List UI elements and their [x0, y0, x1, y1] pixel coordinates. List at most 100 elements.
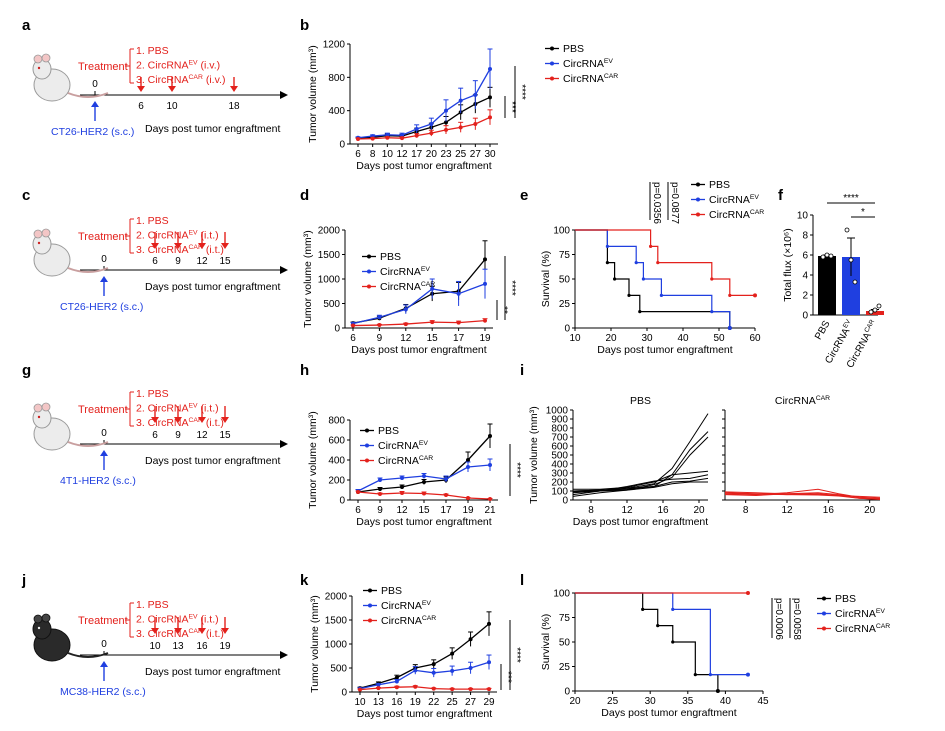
x-tick-label: 23: [440, 149, 452, 160]
x-tick-label: 30: [484, 149, 496, 160]
x-tick-label: 6: [355, 505, 361, 516]
legend-marker: [368, 588, 372, 593]
timeline-day-label: 19: [219, 641, 231, 652]
event-marker: [641, 607, 645, 611]
legend-marker: [822, 596, 826, 601]
x-tick-label: 50: [713, 333, 725, 344]
x-axis-title: Days post tumor engraftment: [573, 516, 708, 528]
data-point: [400, 476, 404, 480]
data-point: [370, 136, 375, 141]
x-tick-label: 17: [411, 149, 423, 160]
x-tick-label: 15: [418, 505, 430, 516]
timeline-day-label: 9: [175, 256, 181, 267]
treatment-arrowhead: [198, 243, 206, 249]
legend-marker: [365, 443, 369, 448]
treatment-arm: 3. CircRNACAR (i.t.): [136, 244, 224, 256]
data-point: [429, 131, 434, 136]
data-point: [450, 668, 455, 673]
mouse-ear: [41, 402, 51, 412]
x-tick-label: 25: [447, 697, 459, 708]
y-tick-label: 4: [802, 271, 808, 282]
x-tick-label: 20: [864, 505, 876, 516]
legend-label: CircRNAEV: [563, 58, 613, 70]
x-tick-label: 16: [391, 697, 403, 708]
data-point: [422, 480, 426, 484]
p-value: p=0.0058: [791, 598, 802, 640]
animal-growth-line: [572, 436, 709, 497]
treatment-label: Treatment: [78, 404, 128, 416]
mouse-eye: [37, 626, 41, 630]
treatment-arrowhead: [174, 628, 182, 634]
bar: [818, 256, 836, 315]
timeline-day-label: 12: [196, 430, 208, 441]
timeline-xlabel: Days post tumor engraftment: [145, 666, 280, 678]
data-point: [378, 478, 382, 482]
data-point: [358, 687, 362, 692]
replicate-point: [852, 279, 858, 285]
chart-title: PBS: [630, 395, 651, 407]
tumor-model-label: CT26-HER2 (s.c.): [51, 126, 134, 138]
legend-marker: [696, 182, 700, 187]
x-tick-label: 8: [370, 149, 376, 160]
legend-marker: [696, 212, 700, 217]
treatment-arrowhead: [151, 243, 159, 249]
y-axis-title: Tumor volume (mm³): [302, 230, 314, 328]
data-point: [468, 666, 473, 670]
y-tick-label: 600: [328, 436, 345, 447]
y-tick-label: 1000: [318, 275, 341, 286]
y-axis-title: Tumor volume (mm³): [528, 406, 540, 504]
legend-marker: [550, 61, 554, 66]
treatment-arm: 1. PBS: [136, 45, 169, 57]
legend-label: CircRNACAR: [709, 209, 764, 221]
timeline-day-label: 12: [196, 256, 208, 267]
legend-marker: [696, 197, 700, 202]
panel-letter-b: b: [300, 17, 309, 34]
y-tick-label: 200: [551, 478, 568, 489]
white-mouse-icon: [32, 402, 109, 451]
event-marker: [634, 261, 638, 265]
y-tick-label: 1500: [325, 616, 348, 627]
panel-letter-h: h: [300, 362, 309, 379]
timeline-day-label: 15: [219, 430, 231, 441]
data-point: [488, 95, 492, 100]
legend-label: CircRNAEV: [835, 608, 885, 620]
x-tick-label: 10: [354, 697, 366, 708]
treatment-arrowhead: [230, 86, 238, 92]
treatment-bracket: [125, 391, 134, 427]
treatment-arm: 3. CircRNACAR (i.t.): [136, 628, 224, 640]
data-point: [414, 133, 419, 138]
x-tick-label: 10: [382, 149, 394, 160]
data-point: [403, 307, 408, 312]
treatment-label: Treatment: [78, 231, 128, 243]
panel-letter-a: a: [22, 17, 31, 34]
significance-mark: ***: [502, 671, 513, 683]
legend-label: CircRNACAR: [835, 623, 890, 635]
treatment-arm: 2. CircRNAEV (i.t.): [136, 230, 219, 242]
timeline-arrowhead: [280, 651, 288, 659]
legend-label: CircRNAEV: [380, 266, 430, 278]
mouse-tail: [67, 652, 109, 658]
legend-label: CircRNACAR: [381, 615, 436, 627]
data-point: [431, 670, 436, 675]
y-tick-label: 2000: [325, 592, 348, 603]
animal-growth-line: [724, 492, 881, 499]
scheme-j: Treatment 1. PBS 2. CircRNAEV (i.t.) 3. Cir…: [32, 599, 288, 698]
survival-curve: [575, 592, 719, 691]
x-tick-label: 8: [588, 505, 594, 516]
x-tick-label: 16: [657, 505, 669, 516]
y-tick-label: 500: [323, 299, 340, 310]
x-tick-label: 35: [682, 696, 694, 707]
event-marker: [656, 261, 660, 265]
treatment-arm: 2. CircRNAEV (i.t.): [136, 403, 219, 415]
data-point: [468, 637, 473, 642]
x-tick-label: 17: [453, 333, 465, 344]
treatment-arrowhead: [221, 628, 229, 634]
censor-marker: [753, 293, 757, 298]
y-tick-label: 900: [551, 415, 568, 426]
x-tick-label: 27: [470, 149, 482, 160]
series-line: [357, 68, 491, 139]
x-axis-title: Days post tumor engraftment: [601, 707, 736, 719]
